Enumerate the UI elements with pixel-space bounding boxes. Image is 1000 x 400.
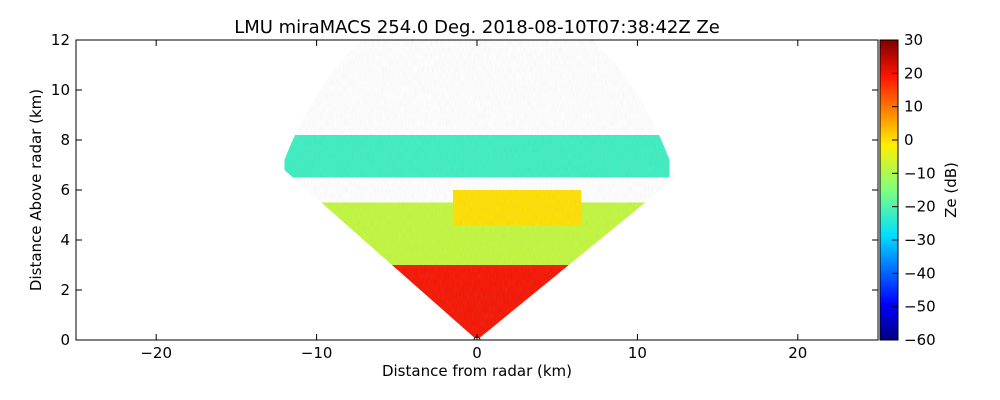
y-axis-ticks: 0 2 4 6 8 10 12 — [51, 31, 878, 349]
radar-scan-plot — [281, 40, 676, 340]
colorbar-ticks: 30 20 10 0 −10 −20 −30 −40 −50 −60 — [892, 31, 936, 349]
colorbar-tick-label: 10 — [904, 98, 923, 116]
y-axis-label: Distance Above radar (km) — [27, 89, 45, 291]
y-tick-label: 10 — [51, 81, 70, 99]
x-axis-ticks: −20 −10 0 10 20 — [140, 40, 807, 362]
colorbar-tick-label: −30 — [904, 231, 936, 249]
x-tick-label: 20 — [788, 344, 807, 362]
x-axis-label: Distance from radar (km) — [382, 362, 572, 380]
colorbar-tick-label: −50 — [904, 298, 936, 316]
chart-title: LMU miraMACS 254.0 Deg. 2018-08-10T07:38… — [234, 17, 720, 38]
y-tick-label: 6 — [60, 181, 70, 199]
x-tick-label: −10 — [301, 344, 333, 362]
colorbar-tick-label: 20 — [904, 64, 923, 82]
x-tick-label: 0 — [472, 344, 482, 362]
colorbar-tick-label: −10 — [904, 164, 936, 182]
x-tick-label: −20 — [140, 344, 172, 362]
speckle-texture — [281, 40, 676, 340]
y-tick-label: 8 — [60, 131, 70, 149]
colorbar-tick-label: −40 — [904, 264, 936, 282]
y-tick-label: 0 — [60, 331, 70, 349]
radar-scan-sector — [281, 40, 676, 340]
colorbar-tick-label: 0 — [904, 131, 914, 149]
colorbar-label: Ze (dB) — [942, 162, 960, 218]
colorbar-tick-label: 30 — [904, 31, 923, 49]
y-tick-label: 2 — [60, 281, 70, 299]
y-tick-label: 12 — [51, 31, 70, 49]
colorbar-tick-label: −20 — [904, 198, 936, 216]
y-tick-label: 4 — [60, 231, 70, 249]
colorbar — [879, 39, 899, 341]
colorbar-tick-label: −60 — [904, 331, 936, 349]
x-tick-label: 10 — [628, 344, 647, 362]
